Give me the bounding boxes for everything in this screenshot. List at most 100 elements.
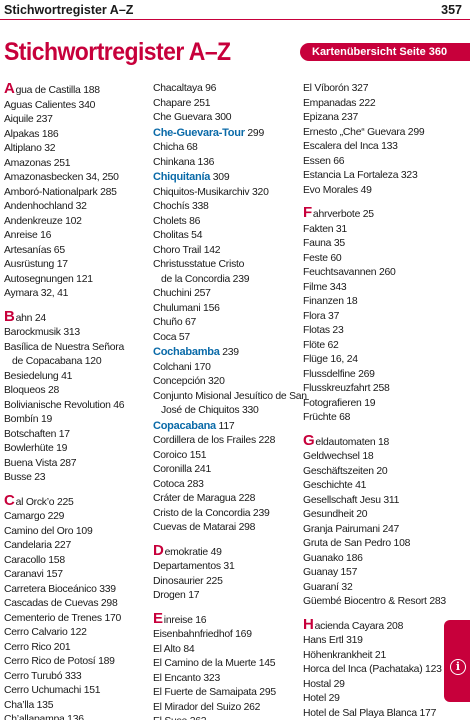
entry-text: ahrverbote 25 (312, 209, 374, 220)
index-entry: Bahn 24 (4, 309, 146, 327)
section-letter: E (153, 609, 163, 627)
index-entry: Cerro Calvario 122 (4, 626, 146, 641)
index-entry: Einreise 16 (153, 609, 293, 629)
section-gap (4, 486, 146, 494)
entry-text: Guaraní 32 (303, 581, 353, 593)
entry-text: Fauna 35 (303, 238, 345, 249)
entry-text: Flusskreuzfahrt 258 (303, 383, 390, 394)
index-entry: Fakten 31 (303, 223, 443, 238)
index-entry: Autosegnungen 121 (4, 273, 146, 288)
index-entry: Filme 343 (303, 281, 443, 296)
index-entry: Flöte 62 (303, 339, 443, 354)
index-entry: Geschäftszeiten 20 (303, 465, 443, 480)
index-entry: El Mirador del Suizo 262 (153, 701, 293, 716)
index-entry: Essen 66 (303, 155, 443, 170)
index-entry: Agua de Castilla 188 (4, 81, 146, 99)
entry-text: Busse 23 (4, 472, 46, 483)
section-letter: D (153, 541, 164, 559)
index-entry: Caracollo 158 (4, 554, 146, 569)
entry-text: El Víborón 327 (303, 83, 369, 94)
index-entry: Chicha 68 (153, 141, 293, 156)
entry-text: Hotel de Sal Playa Blanca 177 (303, 707, 437, 719)
entry-text: Höhenkrankheit 21 (303, 649, 386, 661)
entry-text: Gruta de San Pedro 108 (303, 538, 411, 549)
index-entry: Bolivianische Revolution 46 (4, 399, 146, 414)
index-entry: Chinkana 136 (153, 156, 293, 171)
entry-text: Epizana 237 (303, 112, 359, 123)
entry-text: Fakten 31 (303, 223, 347, 235)
index-entry: Colchani 170 (153, 361, 293, 376)
index-entry: Christusstatue Cristo (153, 258, 293, 273)
index-entry: Copacabana 117 (153, 419, 293, 435)
highlighted-keyword: Chiquitanía (153, 171, 211, 183)
entry-text: Amazonasbecken 34, 250 (4, 172, 119, 183)
index-entry: Epizana 237 (303, 111, 443, 126)
entry-text: Bloqueos 28 (4, 385, 60, 396)
entry-text: El Fuerte de Samaipata 295 (153, 687, 276, 698)
entry-text: Altiplano 32 (4, 143, 56, 154)
index-entry: Candelaria 227 (4, 539, 146, 554)
entry-text: Feste 60 (303, 252, 342, 264)
entry-text: Cerro Rico 201 (4, 641, 71, 653)
entry-text: Bolivianische Revolution 46 (4, 399, 125, 411)
index-entry: Chuño 67 (153, 316, 293, 331)
info-icon[interactable]: i (450, 659, 466, 675)
index-entry: Ch’allapampa 136 (4, 713, 146, 720)
entry-text: Amboró-Nationalpark 285 (4, 186, 117, 198)
entry-text: Besiedelung 41 (4, 370, 73, 382)
index-entry: Hans Ertl 319 (303, 634, 443, 649)
entry-text: Escalera del Inca 133 (303, 141, 398, 152)
index-entry: Cha’lla 135 (4, 699, 146, 714)
index-entry: Cerro Rico 201 (4, 641, 146, 656)
index-entry: de la Concordia 239 (153, 273, 293, 288)
index-entry: Aiquile 237 (4, 113, 146, 128)
index-entry: Eisenbahnfriedhof 169 (153, 628, 293, 643)
header-divider (0, 19, 470, 20)
index-entry: Choro Trail 142 (153, 244, 293, 259)
index-entry: Hacienda Cayara 208 (303, 617, 443, 635)
entry-text: Früchte 68 (303, 412, 351, 423)
index-entry: Amazonas 251 (4, 157, 146, 172)
entry-text: Cotoca 283 (153, 478, 204, 490)
index-entry: Chuchini 257 (153, 287, 293, 302)
entry-text: Evo Morales 49 (303, 184, 372, 196)
entry-text: Alpakas 186 (4, 128, 59, 140)
map-overview-link[interactable]: Kartenübersicht Seite 360 (300, 43, 470, 61)
entry-text: al Orck’o 225 (15, 496, 74, 508)
entry-text: Cráter de Maragua 228 (153, 493, 256, 504)
entry-text: Buena Vista 287 (4, 457, 77, 469)
index-entry: Finanzen 18 (303, 295, 443, 310)
index-entry: El Encanto 323 (153, 672, 293, 687)
entry-text: Che Guevara 300 (153, 112, 232, 123)
entry-text: inreise 16 (163, 614, 207, 626)
entry-text: Colchani 170 (153, 361, 211, 373)
index-entry: Bombín 19 (4, 413, 146, 428)
entry-page-ref: 239 (219, 347, 239, 358)
index-entry: Barockmusik 313 (4, 326, 146, 341)
entry-text: Andenhochland 32 (4, 201, 87, 212)
entry-text: Ausrüstung 17 (4, 259, 68, 270)
entry-text: Bowlerhüte 19 (4, 443, 68, 454)
entry-text: Artesanías 65 (4, 244, 65, 256)
entry-text: Camargo 229 (4, 511, 65, 522)
index-entry: Escalera del Inca 133 (303, 140, 443, 155)
index-column-2: Chacaltaya 96 Chapare 251 Che Guevara 300 C… (153, 82, 307, 720)
index-entry: Granja Pairumani 247 (303, 523, 443, 538)
index-entry: Cal Orck’o 225 (4, 493, 146, 511)
index-entry: Bowlerhüte 19 (4, 442, 146, 457)
page-title: Stichwortregister A–Z (4, 38, 231, 66)
entry-text: Güembé Biocentro & Resort 283 (303, 596, 446, 607)
index-entry: Fahrverbote 25 (303, 205, 443, 223)
entry-text: Cerro Uchumachi 151 (4, 685, 101, 696)
entry-text: Anreise 16 (4, 230, 52, 241)
index-entry: Anreise 16 (4, 229, 146, 244)
entry-text: Hostal 29 (303, 678, 345, 690)
index-entry: Botschaften 17 (4, 428, 146, 443)
entry-text: Botschaften 17 (4, 428, 70, 440)
section-gap (153, 536, 293, 544)
entry-text: Geldwechsel 18 (303, 451, 374, 462)
entry-text: El Camino de la Muerte 145 (153, 658, 276, 669)
entry-text: Chiquitos-Musikarchiv 320 (153, 186, 269, 198)
entry-text: El Alto 84 (153, 643, 195, 655)
index-entry: Cotoca 283 (153, 478, 293, 493)
